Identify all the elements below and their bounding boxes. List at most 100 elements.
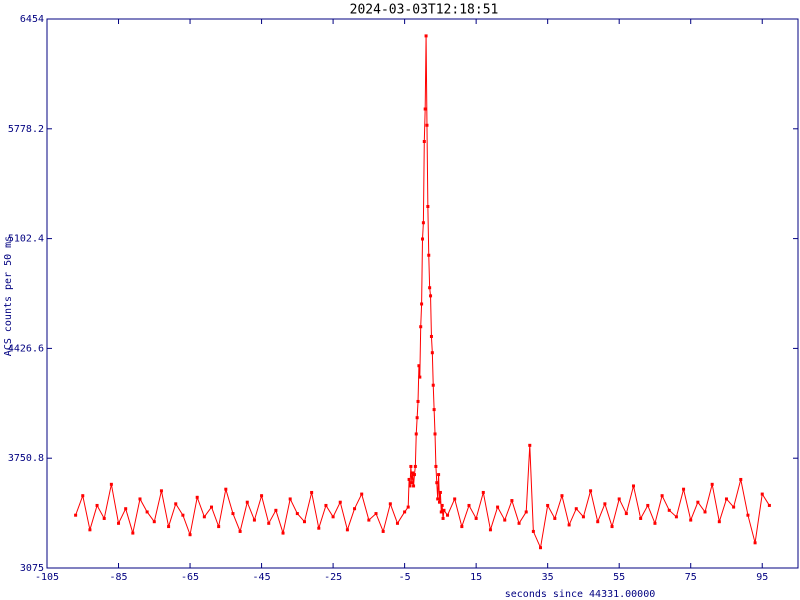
data-point — [302, 520, 306, 524]
data-point — [422, 140, 426, 144]
data-point — [331, 515, 335, 519]
data-point — [596, 520, 600, 524]
data-point — [412, 473, 416, 477]
data-point — [653, 521, 657, 525]
data-point — [434, 464, 438, 468]
data-point — [717, 520, 721, 524]
data-point — [433, 432, 437, 436]
data-point — [524, 510, 528, 514]
data-point — [420, 302, 424, 306]
data-point — [367, 518, 371, 522]
data-point — [539, 546, 543, 550]
x-tick-label: 15 — [470, 572, 482, 583]
data-point — [418, 375, 422, 379]
data-point — [353, 507, 357, 511]
x-tick-label: 95 — [756, 572, 768, 583]
data-point — [453, 497, 457, 501]
data-point — [710, 482, 714, 486]
data-point — [181, 513, 185, 517]
data-point — [416, 399, 420, 403]
data-point — [131, 531, 135, 535]
data-point — [617, 497, 621, 501]
data-point — [567, 523, 571, 527]
data-point — [441, 516, 445, 520]
data-point — [442, 508, 446, 512]
data-point — [124, 507, 128, 511]
data-point — [267, 521, 271, 525]
data-point — [412, 484, 416, 488]
plot-frame — [46, 18, 799, 569]
data-point — [574, 507, 578, 511]
data-point — [528, 443, 532, 447]
data-point — [767, 503, 771, 507]
data-point — [428, 286, 432, 290]
data-point — [260, 494, 264, 498]
y-tick-label: 3750.8 — [8, 453, 44, 464]
data-point — [217, 525, 221, 529]
data-point — [145, 510, 149, 514]
y-tick-label: 5778.2 — [8, 124, 44, 135]
data-point — [488, 528, 492, 532]
data-point — [430, 351, 434, 355]
data-point — [639, 516, 643, 520]
data-point — [419, 325, 423, 329]
data-point — [95, 503, 99, 507]
data-point — [439, 510, 443, 514]
data-point — [109, 482, 113, 486]
data-point — [437, 500, 441, 504]
data-point — [88, 528, 92, 532]
data-point — [703, 510, 707, 514]
data-point — [195, 495, 199, 499]
data-point — [732, 505, 736, 509]
data-point — [667, 508, 671, 512]
data-point — [435, 481, 439, 485]
x-tick-label: -45 — [253, 572, 271, 583]
data-point — [689, 518, 693, 522]
data-point — [440, 503, 444, 507]
data-point — [603, 502, 607, 506]
data-point — [503, 518, 507, 522]
x-axis-label: seconds since 44331.00000 — [505, 589, 656, 600]
data-point — [646, 503, 650, 507]
data-point — [388, 502, 392, 506]
data-point — [624, 512, 628, 516]
y-tick-label: 4426.6 — [8, 343, 44, 354]
data-point — [426, 204, 430, 208]
data-point — [374, 512, 378, 516]
data-point — [429, 334, 433, 338]
data-point — [425, 123, 429, 127]
data-point — [467, 503, 471, 507]
data-point — [696, 500, 700, 504]
data-point — [245, 500, 249, 504]
data-point — [674, 515, 678, 519]
data-point — [411, 471, 415, 475]
data-point — [415, 416, 419, 420]
data-point — [138, 497, 142, 501]
data-point — [546, 503, 550, 507]
data-point — [431, 383, 435, 387]
data-point — [553, 516, 557, 520]
data-point — [427, 253, 431, 257]
x-tick-label: -5 — [399, 572, 411, 583]
data-point — [338, 500, 342, 504]
data-point — [281, 531, 285, 535]
data-point — [408, 484, 412, 488]
data-point — [414, 432, 418, 436]
data-point — [437, 473, 441, 477]
x-tick-label: 55 — [613, 572, 625, 583]
data-point — [360, 492, 364, 496]
data-point — [410, 481, 414, 485]
data-point — [436, 497, 440, 501]
data-point — [510, 499, 514, 503]
data-point — [631, 484, 635, 488]
y-axis-label: ACS counts per 50 ms — [3, 236, 14, 356]
data-point — [395, 521, 399, 525]
data-point — [753, 541, 757, 545]
data-point — [288, 497, 292, 501]
data-point — [152, 520, 156, 524]
data-point — [210, 505, 214, 509]
data-point — [381, 529, 385, 533]
data-point — [560, 494, 564, 498]
data-point — [238, 529, 242, 533]
data-point — [481, 490, 485, 494]
